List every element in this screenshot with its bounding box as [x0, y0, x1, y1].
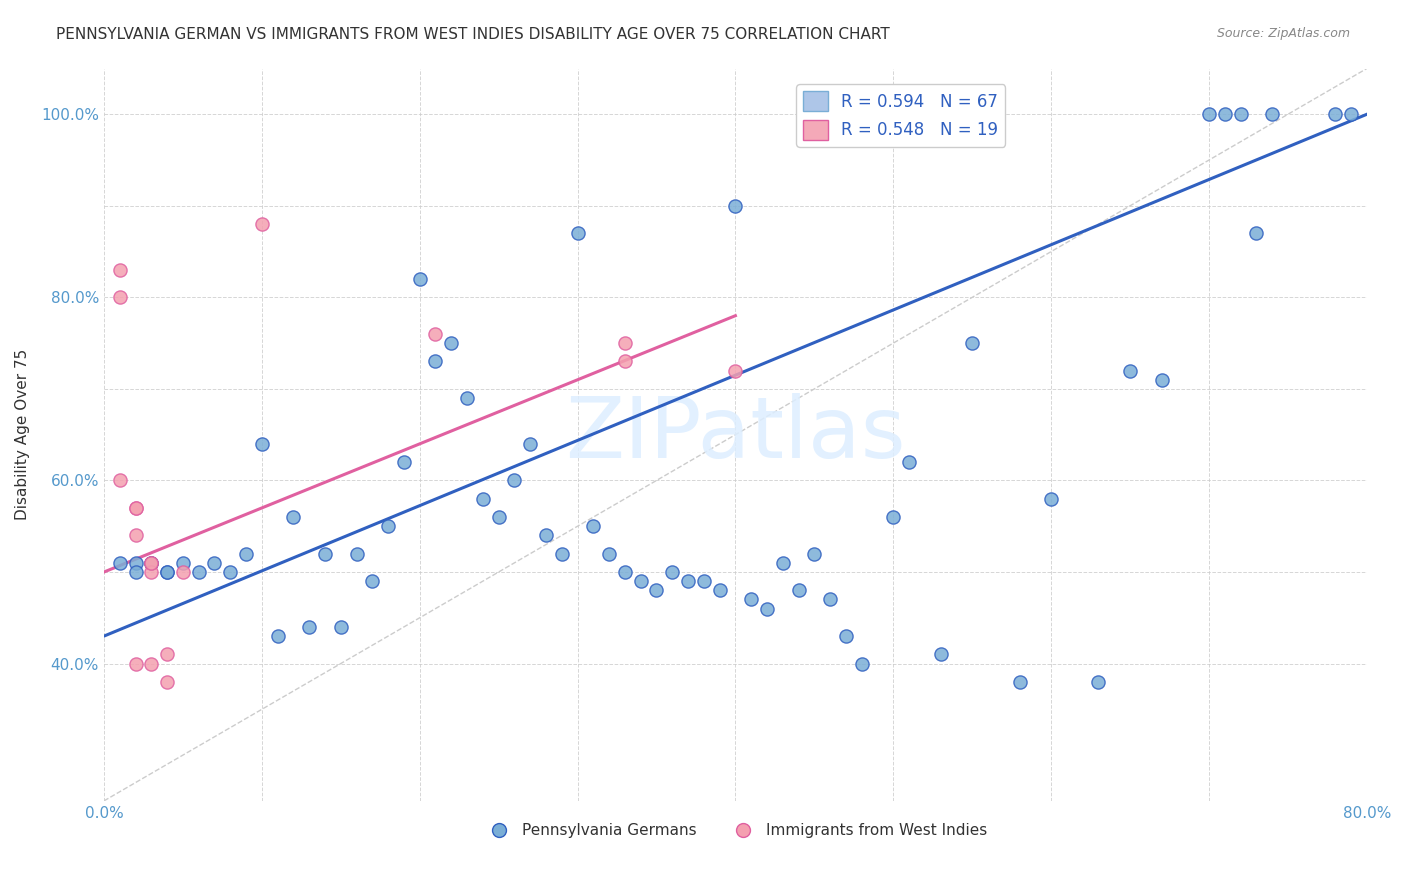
Point: [456, 391, 478, 405]
Point: [1229, 107, 1251, 121]
Point: [709, 583, 731, 598]
Point: [772, 556, 794, 570]
Point: [598, 547, 620, 561]
Point: [329, 620, 352, 634]
Point: [1246, 227, 1268, 241]
Text: PENNSYLVANIA GERMAN VS IMMIGRANTS FROM WEST INDIES DISABILITY AGE OVER 75 CORREL: PENNSYLVANIA GERMAN VS IMMIGRANTS FROM W…: [56, 27, 890, 42]
Point: [219, 565, 242, 579]
Point: [1340, 107, 1362, 121]
Point: [141, 556, 163, 570]
Point: [882, 510, 904, 524]
Point: [1213, 107, 1236, 121]
Point: [250, 217, 273, 231]
Point: [156, 565, 179, 579]
Point: [835, 629, 858, 643]
Point: [250, 437, 273, 451]
Point: [787, 583, 810, 598]
Point: [898, 455, 921, 469]
Text: ZIPatlas: ZIPatlas: [565, 393, 905, 476]
Point: [141, 556, 163, 570]
Point: [124, 565, 146, 579]
Point: [440, 336, 463, 351]
Point: [156, 648, 179, 662]
Point: [361, 574, 384, 589]
Point: [346, 547, 368, 561]
Point: [613, 336, 636, 351]
Point: [141, 556, 163, 570]
Point: [1261, 107, 1284, 121]
Point: [141, 565, 163, 579]
Point: [283, 510, 305, 524]
Point: [408, 272, 430, 286]
Point: [724, 363, 747, 377]
Point: [172, 556, 194, 570]
Point: [108, 556, 131, 570]
Point: [1040, 491, 1063, 506]
Point: [187, 565, 209, 579]
Point: [755, 601, 778, 615]
Point: [693, 574, 716, 589]
Point: [141, 556, 163, 570]
Point: [661, 565, 683, 579]
Legend: Pennsylvania Germans, Immigrants from West Indies: Pennsylvania Germans, Immigrants from We…: [478, 817, 993, 845]
Point: [803, 547, 825, 561]
Point: [1008, 674, 1031, 689]
Point: [645, 583, 668, 598]
Point: [503, 474, 526, 488]
Point: [1150, 373, 1173, 387]
Point: [266, 629, 288, 643]
Y-axis label: Disability Age Over 75: Disability Age Over 75: [15, 349, 30, 520]
Point: [392, 455, 415, 469]
Point: [1198, 107, 1220, 121]
Point: [124, 500, 146, 515]
Point: [613, 354, 636, 368]
Point: [124, 556, 146, 570]
Point: [124, 657, 146, 671]
Point: [156, 674, 179, 689]
Point: [314, 547, 336, 561]
Point: [929, 648, 952, 662]
Point: [582, 519, 605, 533]
Point: [851, 657, 873, 671]
Point: [108, 474, 131, 488]
Point: [141, 657, 163, 671]
Point: [235, 547, 257, 561]
Point: [425, 326, 447, 341]
Point: [377, 519, 399, 533]
Point: [740, 592, 762, 607]
Point: [1087, 674, 1109, 689]
Point: [818, 592, 841, 607]
Point: [172, 565, 194, 579]
Point: [204, 556, 226, 570]
Point: [156, 565, 179, 579]
Point: [724, 199, 747, 213]
Point: [1119, 363, 1142, 377]
Point: [124, 500, 146, 515]
Point: [630, 574, 652, 589]
Point: [298, 620, 321, 634]
Point: [567, 227, 589, 241]
Point: [676, 574, 699, 589]
Point: [1324, 107, 1347, 121]
Point: [534, 528, 557, 542]
Point: [108, 290, 131, 304]
Point: [488, 510, 510, 524]
Point: [613, 565, 636, 579]
Point: [551, 547, 574, 561]
Point: [425, 354, 447, 368]
Point: [108, 263, 131, 277]
Point: [960, 336, 983, 351]
Point: [471, 491, 494, 506]
Point: [519, 437, 541, 451]
Text: Source: ZipAtlas.com: Source: ZipAtlas.com: [1216, 27, 1350, 40]
Point: [124, 528, 146, 542]
